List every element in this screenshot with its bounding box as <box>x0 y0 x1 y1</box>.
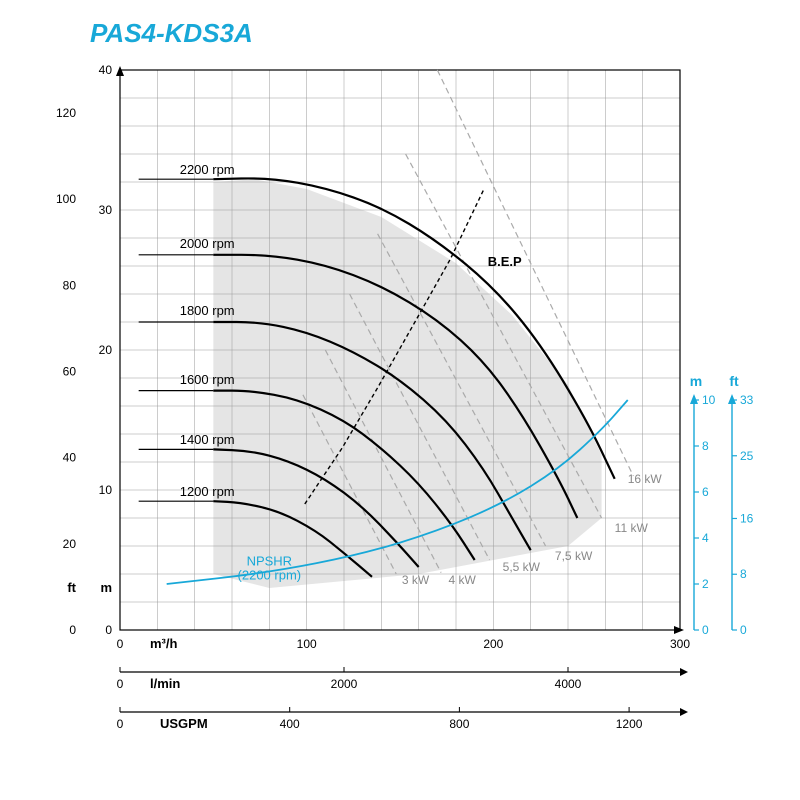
x-tick-m3h: 300 <box>670 637 690 651</box>
sec-tick-ft: 8 <box>740 567 747 581</box>
rpm-label: 2000 rpm <box>180 236 235 251</box>
x-tick-lmin: 4000 <box>555 677 582 691</box>
x-tick-gpm: 1200 <box>616 717 643 731</box>
rpm-label: 1600 rpm <box>180 372 235 387</box>
y-tick-ft: 100 <box>56 192 76 206</box>
y-tick-m: 20 <box>99 343 113 357</box>
x-unit-m3h: m³/h <box>150 636 178 651</box>
sec-tick-m: 2 <box>702 577 709 591</box>
pump-curve-chart: 3 kW 4 kW 5,5 kW 7,5 kW 11 kW 16 kW B.E.P 2200 … <box>0 0 800 800</box>
x-unit-lmin: l/min <box>150 676 180 691</box>
y-tick-ft: 40 <box>63 451 77 465</box>
x-tick-m3h: 0 <box>117 637 124 651</box>
chart-title: PAS4-KDS3A <box>90 18 253 49</box>
y-tick-ft: 0 <box>69 623 76 637</box>
operating-region <box>213 179 601 588</box>
kw-label: 4 kW <box>449 573 477 587</box>
kw-label: 11 kW <box>615 521 649 535</box>
sec-tick-ft: 33 <box>740 393 754 407</box>
sec-tick-m: 4 <box>702 531 709 545</box>
sec-tick-m: 10 <box>702 393 716 407</box>
x-tick-lmin: 2000 <box>331 677 358 691</box>
sec-tick-m: 0 <box>702 623 709 637</box>
y-tick-m: 30 <box>99 203 113 217</box>
sec-tick-ft: 16 <box>740 511 754 525</box>
sec-unit-m: m <box>690 373 702 389</box>
y-tick-ft: 60 <box>63 365 77 379</box>
kw-label: 16 kW <box>628 472 663 486</box>
npshr-sublabel: (2200 rpm) <box>238 568 302 583</box>
rpm-label: 1800 rpm <box>180 303 235 318</box>
x-tick-gpm: 800 <box>449 717 469 731</box>
npshr-label: NPSHR <box>247 554 293 569</box>
kw-label: 5,5 kW <box>503 560 541 574</box>
kw-label: 3 kW <box>402 573 430 587</box>
sec-tick-ft: 0 <box>740 623 747 637</box>
sec-tick-m: 8 <box>702 439 709 453</box>
y-unit-ft: ft <box>67 580 76 595</box>
y-tick-ft: 80 <box>63 278 77 292</box>
x-tick-gpm: 400 <box>280 717 300 731</box>
y-tick-m: 40 <box>99 63 113 77</box>
x-tick-lmin: 0 <box>117 677 124 691</box>
x-tick-gpm: 0 <box>117 717 124 731</box>
y-unit-m: m <box>100 580 112 595</box>
rpm-label: 1400 rpm <box>180 432 235 447</box>
sec-unit-ft: ft <box>729 373 739 389</box>
y-tick-m: 0 <box>105 623 112 637</box>
y-tick-ft: 120 <box>56 106 76 120</box>
x-tick-m3h: 200 <box>483 637 503 651</box>
kw-label: 7,5 kW <box>555 549 593 563</box>
rpm-label: 2200 rpm <box>180 162 235 177</box>
x-tick-m3h: 100 <box>297 637 317 651</box>
x-unit-gpm: USGPM <box>160 716 208 731</box>
bep-label: B.E.P <box>488 254 522 269</box>
y-tick-ft: 20 <box>63 537 77 551</box>
sec-tick-ft: 25 <box>740 449 754 463</box>
y-tick-m: 10 <box>99 483 113 497</box>
rpm-label: 1200 rpm <box>180 484 235 499</box>
sec-tick-m: 6 <box>702 485 709 499</box>
